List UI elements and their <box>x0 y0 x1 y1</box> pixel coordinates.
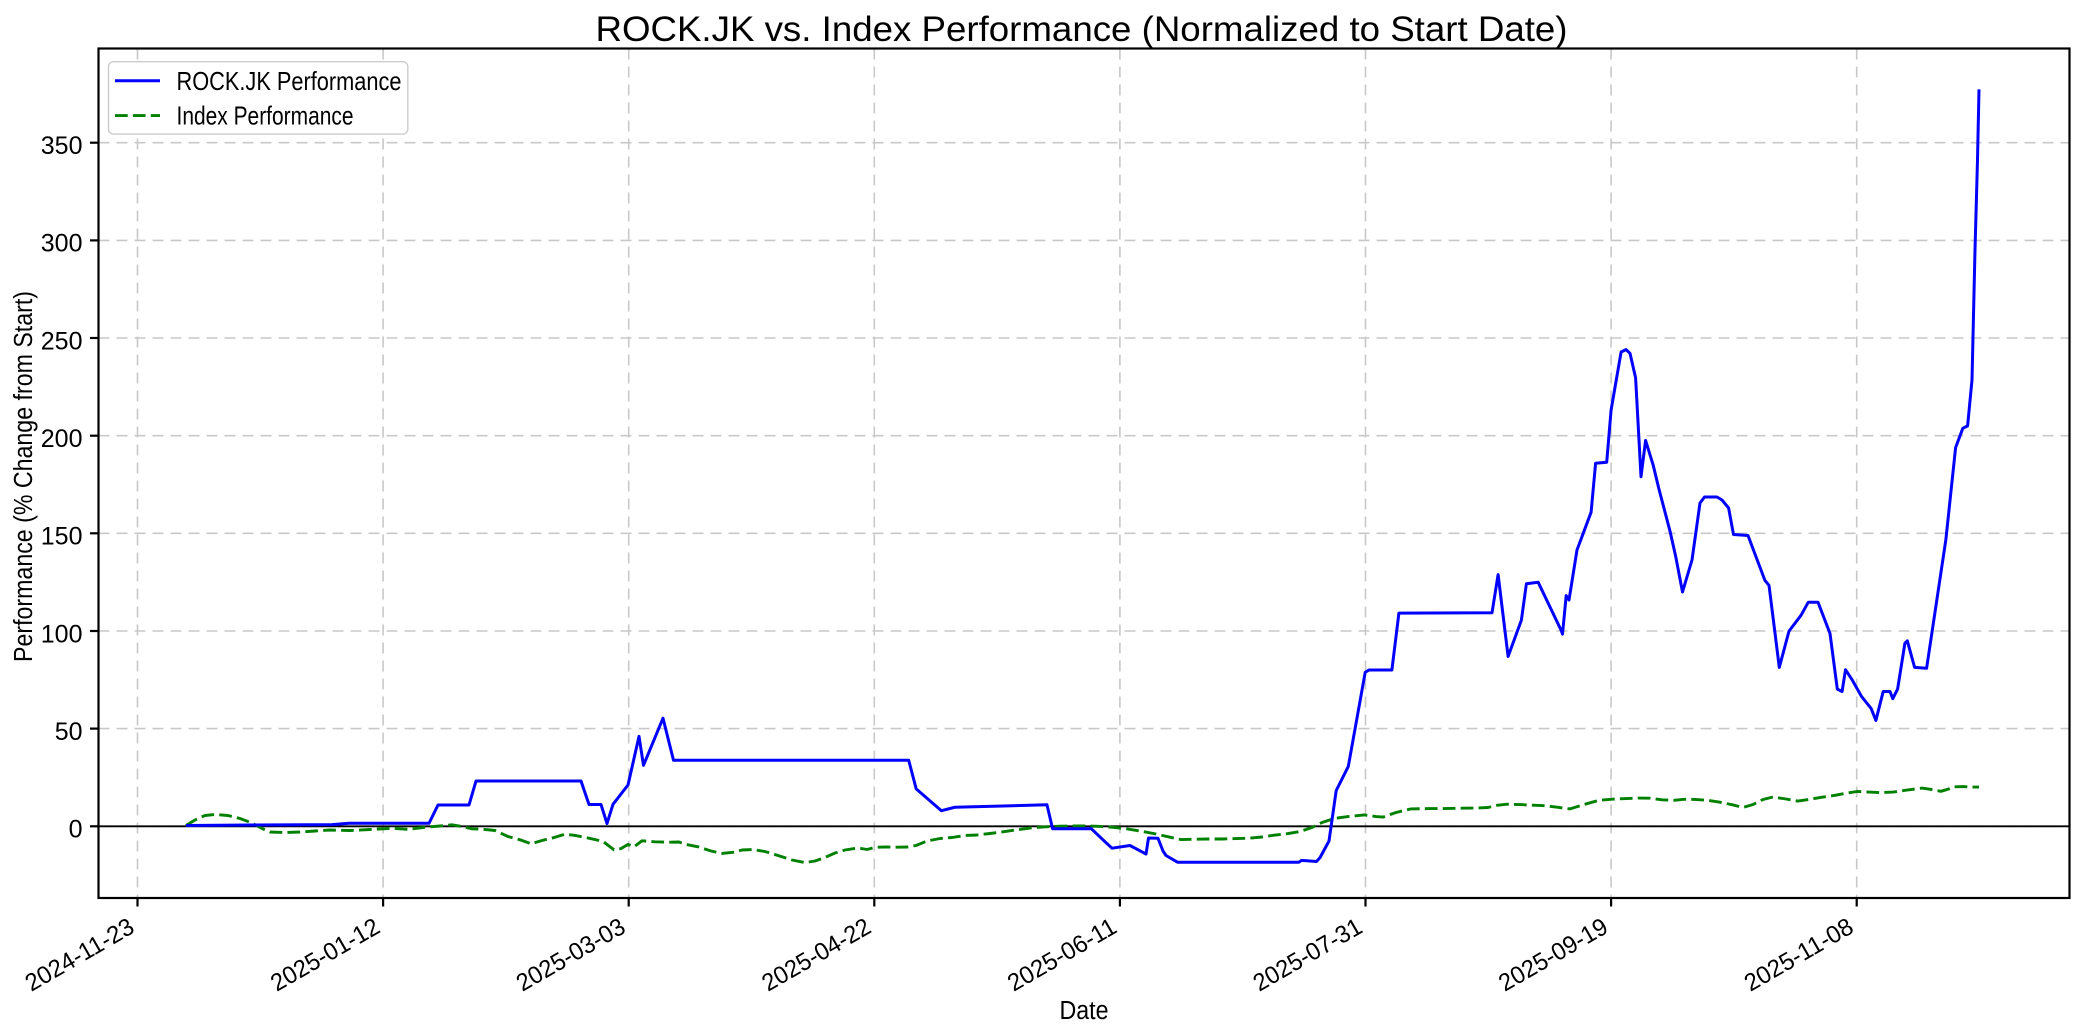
svg-text:350: 350 <box>41 132 83 160</box>
svg-text:Index Performance: Index Performance <box>177 101 354 131</box>
svg-text:250: 250 <box>41 327 83 355</box>
svg-text:300: 300 <box>41 230 83 258</box>
svg-text:200: 200 <box>41 425 83 453</box>
svg-text:ROCK.JK vs. Index Performance: ROCK.JK vs. Index Performance (Normalize… <box>596 10 1568 49</box>
svg-text:100: 100 <box>41 620 83 648</box>
svg-text:ROCK.JK Performance: ROCK.JK Performance <box>177 66 402 96</box>
svg-text:50: 50 <box>55 718 83 746</box>
svg-text:150: 150 <box>41 523 83 551</box>
svg-text:0: 0 <box>69 816 83 844</box>
svg-text:Performance (% Change from Sta: Performance (% Change from Start) <box>10 291 38 662</box>
svg-text:Date: Date <box>1060 997 1109 1025</box>
